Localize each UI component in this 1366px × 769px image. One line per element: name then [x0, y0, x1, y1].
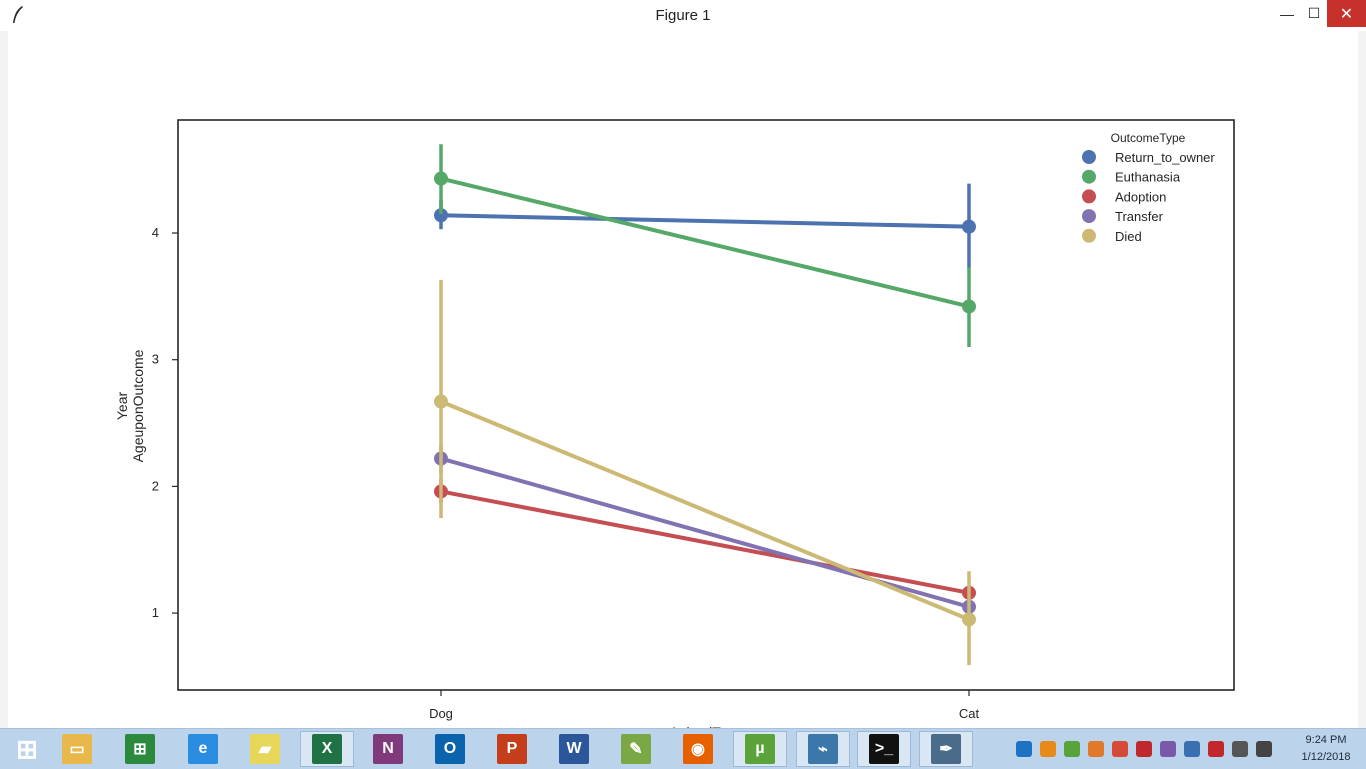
x-axis-label: AnimalType — [669, 724, 742, 728]
window-frame-left — [0, 31, 8, 728]
utorrent-icon: µ — [745, 734, 775, 764]
window-title: Figure 1 — [655, 7, 711, 24]
legend-label: Euthanasia — [1115, 170, 1181, 185]
chrome-icon[interactable] — [1112, 741, 1128, 757]
legend-label: Adoption — [1115, 189, 1166, 204]
onenote-icon: N — [373, 734, 403, 764]
feather-icon — [13, 6, 23, 23]
series-line — [439, 213, 971, 229]
series-line — [439, 176, 971, 309]
data-point — [434, 171, 448, 186]
store-icon: ⊞ — [125, 734, 155, 764]
word-icon: W — [559, 734, 589, 764]
axes-frame — [177, 119, 1235, 691]
y-axis-label-line1: Year — [114, 392, 130, 421]
data-point — [434, 394, 448, 409]
sticky-notes-icon: ▰ — [250, 734, 280, 764]
notepad-plus-icon: ✎ — [621, 734, 651, 764]
nx-icon[interactable] — [1160, 741, 1176, 757]
clock-time: 9:24 PM — [1305, 734, 1347, 746]
data-point — [962, 219, 976, 234]
maximize-button[interactable]: ☐ — [1307, 5, 1321, 21]
series-line — [439, 399, 971, 622]
y-tick-label: 2 — [152, 478, 159, 493]
utorrent-tray-icon[interactable] — [1064, 741, 1080, 757]
python-icon[interactable]: ⌁ — [796, 731, 850, 767]
vlc-icon[interactable] — [1040, 741, 1056, 757]
legend-title: OutcomeType — [1111, 131, 1186, 145]
window-frame-right — [1358, 31, 1366, 728]
sticky-notes-icon[interactable]: ▰ — [238, 731, 292, 767]
internet-explorer-icon: e — [188, 734, 218, 764]
utorrent-icon[interactable]: µ — [733, 731, 787, 767]
onenote-icon[interactable]: N — [361, 731, 415, 767]
y-axis-label-line2: AgeuponOutcome — [130, 349, 146, 462]
display-icon[interactable] — [1184, 741, 1200, 757]
battery-icon[interactable] — [1232, 741, 1248, 757]
python-icon: ⌁ — [808, 734, 838, 764]
network-icon[interactable] — [1208, 741, 1224, 757]
volume-icon[interactable] — [1256, 741, 1272, 757]
powerpoint-icon: P — [497, 734, 527, 764]
window-title-bar[interactable]: Figure 1 — ☐ ✕ — [0, 0, 1366, 31]
firefox-icon: ◉ — [683, 734, 713, 764]
y-tick-label: 1 — [152, 605, 159, 620]
feather-icon[interactable]: ✒ — [919, 731, 973, 767]
x-tick-label: Dog — [429, 706, 453, 721]
series-line — [439, 456, 971, 609]
internet-explorer-icon[interactable]: e — [176, 731, 230, 767]
legend-marker — [1082, 189, 1096, 204]
data-point — [962, 299, 976, 314]
outlook-icon: O — [435, 734, 465, 764]
legend-label: Transfer — [1115, 209, 1164, 224]
command-prompt-icon[interactable]: >_ — [857, 731, 911, 767]
legend-label: Return_to_owner — [1115, 150, 1215, 165]
data-point — [962, 612, 976, 627]
word-icon[interactable]: W — [547, 731, 601, 767]
start-icon: ⊞ — [16, 733, 38, 764]
feather-icon: ✒ — [931, 734, 961, 764]
firefox-icon[interactable]: ◉ — [671, 731, 725, 767]
legend-marker — [1082, 169, 1096, 184]
data-point — [434, 208, 448, 223]
y-tick-label: 4 — [152, 225, 159, 240]
legend-marker — [1082, 228, 1096, 243]
file-explorer-icon[interactable]: ▭ — [50, 731, 104, 767]
excel-icon: X — [312, 734, 342, 764]
powerpoint-icon[interactable]: P — [485, 731, 539, 767]
close-button[interactable]: ✕ — [1327, 0, 1366, 27]
command-prompt-icon: >_ — [869, 734, 899, 764]
outlook-icon[interactable]: O — [423, 731, 477, 767]
taskbar: ⊞ ▭ ⊞ e ▰ X N O P W ✎ ◉ µ ⌁ >_ ✒ 9:24 PM 1/12/2018 — [0, 728, 1366, 769]
store-icon[interactable]: ⊞ — [113, 731, 167, 767]
file-explorer-icon: ▭ — [62, 734, 92, 764]
legend-marker — [1082, 150, 1096, 164]
stack-icon[interactable] — [1088, 741, 1104, 757]
help-icon[interactable] — [1016, 741, 1032, 757]
x-tick-label: Cat — [959, 706, 980, 721]
notepad-plus-icon[interactable]: ✎ — [609, 731, 663, 767]
legend-marker — [1082, 209, 1096, 224]
clock-date: 1/12/2018 — [1301, 751, 1351, 763]
start-button[interactable]: ⊞ — [0, 731, 54, 767]
excel-icon[interactable]: X — [300, 731, 354, 767]
y-tick-label: 3 — [152, 352, 159, 367]
legend-label: Died — [1115, 229, 1142, 244]
series-line — [439, 489, 971, 595]
minimize-button[interactable]: — — [1280, 5, 1294, 22]
flash-icon[interactable] — [1136, 741, 1152, 757]
clock[interactable]: 9:24 PM 1/12/2018 — [1290, 732, 1362, 766]
